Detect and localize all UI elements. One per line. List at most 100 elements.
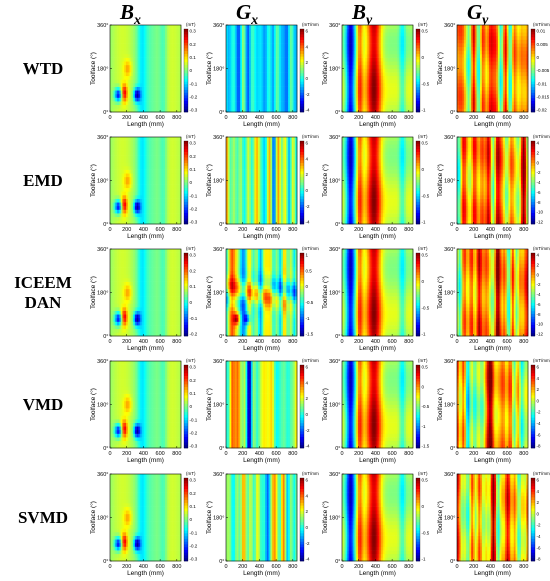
heatmap-cell: [263, 65, 265, 69]
heatmap-cell: [177, 29, 179, 33]
heatmap-cell: [176, 47, 178, 51]
heatmap-cell: [174, 144, 176, 148]
heatmap-cell: [249, 32, 251, 36]
heatmap-cell: [358, 83, 360, 87]
heatmap-cell: [142, 65, 144, 69]
heatmap-cell: [112, 83, 114, 87]
heatmap-cell: [226, 65, 228, 69]
heatmap-cell: [505, 94, 507, 98]
heatmap-cell: [112, 54, 114, 58]
heatmap-cell: [122, 148, 124, 152]
heatmap-cell: [478, 29, 480, 33]
heatmap-cell: [169, 72, 171, 76]
heatmap-cell: [265, 32, 267, 36]
heatmap-cell: [521, 47, 523, 51]
heatmap-cell: [138, 50, 140, 54]
heatmap-cell: [169, 79, 171, 83]
heatmap-cell: [231, 94, 233, 98]
heatmap-cell: [358, 25, 360, 29]
heatmap-cell: [485, 83, 487, 87]
heatmap-cell: [276, 36, 278, 40]
heatmap-cell: [174, 166, 176, 170]
heatmap-cell: [119, 32, 121, 36]
heatmap-cell: [290, 90, 292, 94]
heatmap-cell: [406, 61, 408, 65]
heatmap-cell: [365, 76, 367, 80]
heatmap-cell: [128, 195, 130, 199]
heatmap-cell: [138, 61, 140, 65]
heatmap-cell: [274, 90, 276, 94]
heatmap-cell: [501, 101, 503, 105]
heatmap-cell: [161, 65, 163, 69]
heatmap-cell: [169, 144, 171, 148]
heatmap-cell: [376, 83, 378, 87]
heatmap-cell: [493, 98, 495, 102]
heatmap-cell: [249, 50, 251, 54]
heatmap-cell: [158, 79, 160, 83]
heatmap-cell: [358, 50, 360, 54]
heatmap-cell: [370, 79, 372, 83]
heatmap-cell: [163, 54, 165, 58]
heatmap-cell: [386, 43, 388, 47]
heatmap-cell: [240, 72, 242, 76]
heatmap-cell: [119, 65, 121, 69]
heatmap-cell: [110, 155, 112, 159]
heatmap-cell: [160, 50, 162, 54]
heatmap-cell: [177, 188, 179, 192]
heatmap-cell: [523, 25, 525, 29]
heatmap-cell: [163, 47, 165, 51]
heatmap-cell: [512, 83, 514, 87]
heatmap-cell: [249, 25, 251, 29]
heatmap-cell: [247, 47, 249, 51]
heatmap-cell: [519, 65, 521, 69]
heatmap-cell: [231, 76, 233, 80]
heatmap-cell: [468, 29, 470, 33]
heatmap-cell: [240, 69, 242, 73]
heatmap-cell: [117, 152, 119, 156]
heatmap-cell: [344, 83, 346, 87]
y-tick-label: 360°: [97, 23, 108, 29]
heatmap-cell: [128, 43, 130, 47]
heatmap-cell: [262, 36, 264, 40]
heatmap-cell: [130, 181, 132, 185]
heatmap-cell: [496, 72, 498, 76]
heatmap-cell: [378, 87, 380, 91]
heatmap-cell: [471, 83, 473, 87]
heatmap-cell: [351, 61, 353, 65]
heatmap-cell: [270, 90, 272, 94]
heatmap-cell: [146, 195, 148, 199]
heatmap-cell: [406, 29, 408, 33]
heatmap-cell: [177, 217, 179, 221]
heatmap-cell: [163, 105, 165, 109]
heatmap-cell: [228, 105, 230, 109]
heatmap-cell: [372, 72, 374, 76]
heatmap-cell: [514, 101, 516, 105]
colorbar-tick-label: 0: [306, 76, 309, 81]
heatmap-cell: [347, 40, 349, 44]
heatmap-cell: [110, 217, 112, 221]
heatmap-cell: [372, 98, 374, 102]
heatmap-cell: [262, 94, 264, 98]
heatmap-cell: [374, 61, 376, 65]
heatmap-cell: [115, 94, 117, 98]
heatmap-cell: [233, 32, 235, 36]
heatmap-cell: [153, 40, 155, 44]
heatmap-cell: [397, 61, 399, 65]
heatmap-cell: [133, 144, 135, 148]
heatmap-cell: [390, 36, 392, 40]
heatmap-cell: [242, 58, 244, 62]
heatmap-cell: [165, 188, 167, 192]
heatmap-cell: [133, 54, 135, 58]
heatmap-cell: [475, 54, 477, 58]
heatmap-cell: [114, 76, 116, 80]
heatmap-cell: [288, 76, 290, 80]
heatmap-cell: [356, 47, 358, 51]
x-tick-label: 800: [519, 115, 528, 121]
heatmap-cell: [138, 195, 140, 199]
heatmap-cell: [112, 210, 114, 214]
heatmap-cell: [172, 32, 174, 36]
heatmap-cell: [144, 29, 146, 33]
heatmap-cell: [253, 83, 255, 87]
heatmap-cell: [293, 25, 295, 29]
heatmap-cell: [346, 83, 348, 87]
